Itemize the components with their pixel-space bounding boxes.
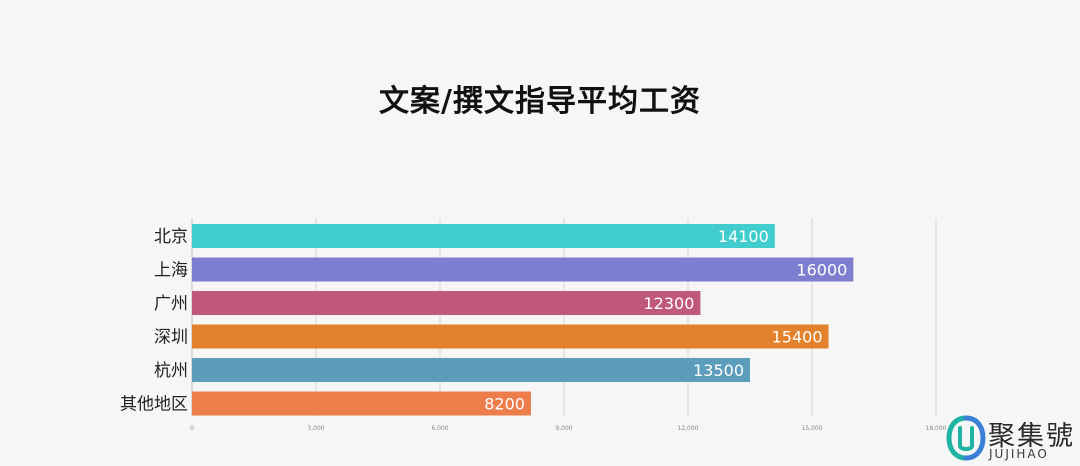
x-tick-label: 15,000: [802, 425, 823, 432]
value-label: 15400: [772, 328, 823, 347]
bar: [192, 391, 531, 416]
category-label: 杭州: [154, 361, 188, 381]
value-label: 16000: [796, 261, 847, 280]
category-label: 其他地区: [120, 395, 188, 415]
value-label: 14100: [718, 227, 769, 246]
bar: [192, 257, 854, 282]
chart-title: 文案/撰文指导平均工资: [379, 84, 701, 119]
value-label: 8200: [484, 395, 525, 414]
value-label: 12300: [643, 294, 694, 313]
x-tick-label: 9,000: [555, 425, 572, 432]
logo-text-en: JUJIHAO: [989, 447, 1049, 461]
watermark-logo: 聚集號 JUJIHAO: [946, 414, 1076, 464]
category-label: 上海: [154, 261, 188, 281]
x-tick-label: 12,000: [678, 425, 699, 432]
logo-icon: [946, 415, 986, 461]
bar: [192, 324, 829, 349]
category-label: 广州: [154, 294, 188, 314]
bar: [192, 358, 750, 382]
x-tick-label: 6,000: [431, 425, 448, 432]
logo-text-cn: 聚集號: [988, 421, 1075, 452]
x-tick-label: 3,000: [307, 425, 324, 432]
bar: [192, 291, 701, 315]
bar: [192, 224, 775, 248]
category-label: 深圳: [154, 328, 188, 348]
category-label: 北京: [154, 227, 188, 247]
x-tick-label: 0: [190, 425, 194, 432]
x-tick-label: 18,000: [926, 425, 947, 432]
value-label: 13500: [693, 361, 744, 380]
